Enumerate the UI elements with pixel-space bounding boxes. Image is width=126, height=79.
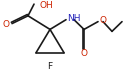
Text: O: O	[2, 20, 9, 29]
Text: OH: OH	[39, 1, 53, 10]
Text: O: O	[81, 49, 88, 58]
Text: F: F	[48, 62, 53, 71]
Text: O: O	[99, 16, 106, 25]
Text: NH: NH	[67, 14, 81, 23]
